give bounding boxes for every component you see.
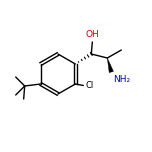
Polygon shape bbox=[107, 58, 113, 73]
Text: OH: OH bbox=[85, 30, 99, 39]
Text: NH₂: NH₂ bbox=[113, 75, 130, 84]
Text: Cl: Cl bbox=[85, 81, 94, 90]
